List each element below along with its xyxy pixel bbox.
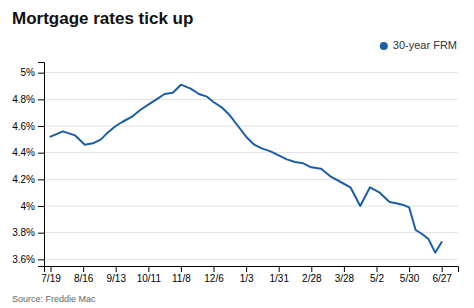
tick-label: 1/31 <box>269 273 289 284</box>
tick: 3.8% <box>12 227 44 238</box>
grid-line <box>44 152 458 153</box>
tick-label: 4.2% <box>12 174 35 185</box>
tick-mark <box>51 266 52 272</box>
grid-line <box>44 232 458 233</box>
tick-mark <box>38 99 44 100</box>
tick: 6/27 <box>432 266 452 284</box>
tick-mark <box>116 266 117 272</box>
tick-label: 3.8% <box>12 227 35 238</box>
tick-label: 5% <box>21 67 36 78</box>
tick-mark <box>409 266 410 272</box>
tick-mark <box>38 179 44 180</box>
x-axis: 7/19 8/16 9/13 10/11 11/8 12/6 1/3 1/31 2/28 3/28… <box>41 266 458 284</box>
tick-label: 10/11 <box>137 273 162 284</box>
tick: 5/2 <box>370 266 384 284</box>
tick-label: 4.4% <box>12 147 35 158</box>
tick: 1/3 <box>240 266 254 284</box>
tick: 4% <box>21 201 44 212</box>
grid-line <box>44 259 458 260</box>
chart: Mortgage rates tick up Source: Freddie Ma… <box>0 0 474 308</box>
tick-mark <box>344 266 345 272</box>
tick-mark <box>377 266 378 272</box>
tick: 3/28 <box>335 266 355 284</box>
tick-label: 11/8 <box>172 273 191 284</box>
grid <box>44 73 458 260</box>
tick-label: 3/28 <box>335 273 355 284</box>
tick: 5% <box>21 67 44 78</box>
tick: 4.6% <box>12 121 44 132</box>
tick-label: 4.8% <box>12 94 35 105</box>
tick: 3.6% <box>12 254 44 265</box>
tick-label: 7/19 <box>41 273 61 284</box>
grid-line <box>44 99 458 100</box>
tick-mark <box>38 73 44 74</box>
tick: 10/11 <box>137 266 162 284</box>
tick-mark <box>83 266 84 272</box>
tick-mark <box>311 266 312 272</box>
tick-label: 9/13 <box>106 273 126 284</box>
tick: 12/6 <box>204 266 224 284</box>
y-axis: 3.6% 3.8% 4% 4.2% 4.4% 4.6% 4.8% 5% <box>12 63 44 267</box>
legend-label: 30-year FRM <box>393 39 457 51</box>
lines <box>51 85 442 253</box>
tick: 4.4% <box>12 147 44 158</box>
tick: 8/16 <box>74 266 94 284</box>
tick-label: 3.6% <box>12 254 35 265</box>
axis-line <box>45 267 459 273</box>
tick-mark <box>38 259 44 260</box>
grid-line <box>44 179 458 180</box>
tick-label: 4.6% <box>12 121 35 132</box>
line <box>51 85 442 253</box>
legend-marker <box>380 42 388 50</box>
tick: 2/28 <box>302 266 322 284</box>
tick-mark <box>38 126 44 127</box>
tick: 7/19 <box>41 266 61 284</box>
tick: 4.8% <box>12 94 44 105</box>
tick-label: 1/3 <box>240 273 254 284</box>
tick-mark <box>148 266 149 272</box>
tick-mark <box>38 206 44 207</box>
tick-label: 5/30 <box>400 273 420 284</box>
title: Mortgage rates tick up <box>12 9 193 28</box>
tick-label: 4% <box>21 201 36 212</box>
tick-label: 12/6 <box>204 273 224 284</box>
tick: 4.2% <box>12 174 44 185</box>
tick-label: 2/28 <box>302 273 322 284</box>
tick: 1/31 <box>269 266 289 284</box>
tick-mark <box>279 266 280 272</box>
tick: 11/8 <box>172 266 191 284</box>
tick-label: 5/2 <box>370 273 384 284</box>
tick-mark <box>246 266 247 272</box>
legend-item: 30-year FRM <box>380 39 457 51</box>
tick-mark <box>442 266 443 272</box>
source: Source: Freddie Mac <box>12 294 96 304</box>
axis-line <box>38 63 45 267</box>
tick: 5/30 <box>400 266 420 284</box>
tick-label: 8/16 <box>74 273 94 284</box>
tick-mark <box>181 266 182 272</box>
tick-label: 6/27 <box>432 273 452 284</box>
tick-mark <box>38 233 44 234</box>
tick: 9/13 <box>106 266 126 284</box>
tick-mark <box>38 153 44 154</box>
grid-line <box>44 72 458 73</box>
legend: 30-year FRM <box>380 39 457 51</box>
tick-mark <box>214 266 215 272</box>
grid-line <box>44 206 458 207</box>
plot: 7/19 8/16 9/13 10/11 11/8 12/6 1/3 1/31 2/28 3/28… <box>12 63 458 285</box>
grid-line <box>44 126 458 127</box>
